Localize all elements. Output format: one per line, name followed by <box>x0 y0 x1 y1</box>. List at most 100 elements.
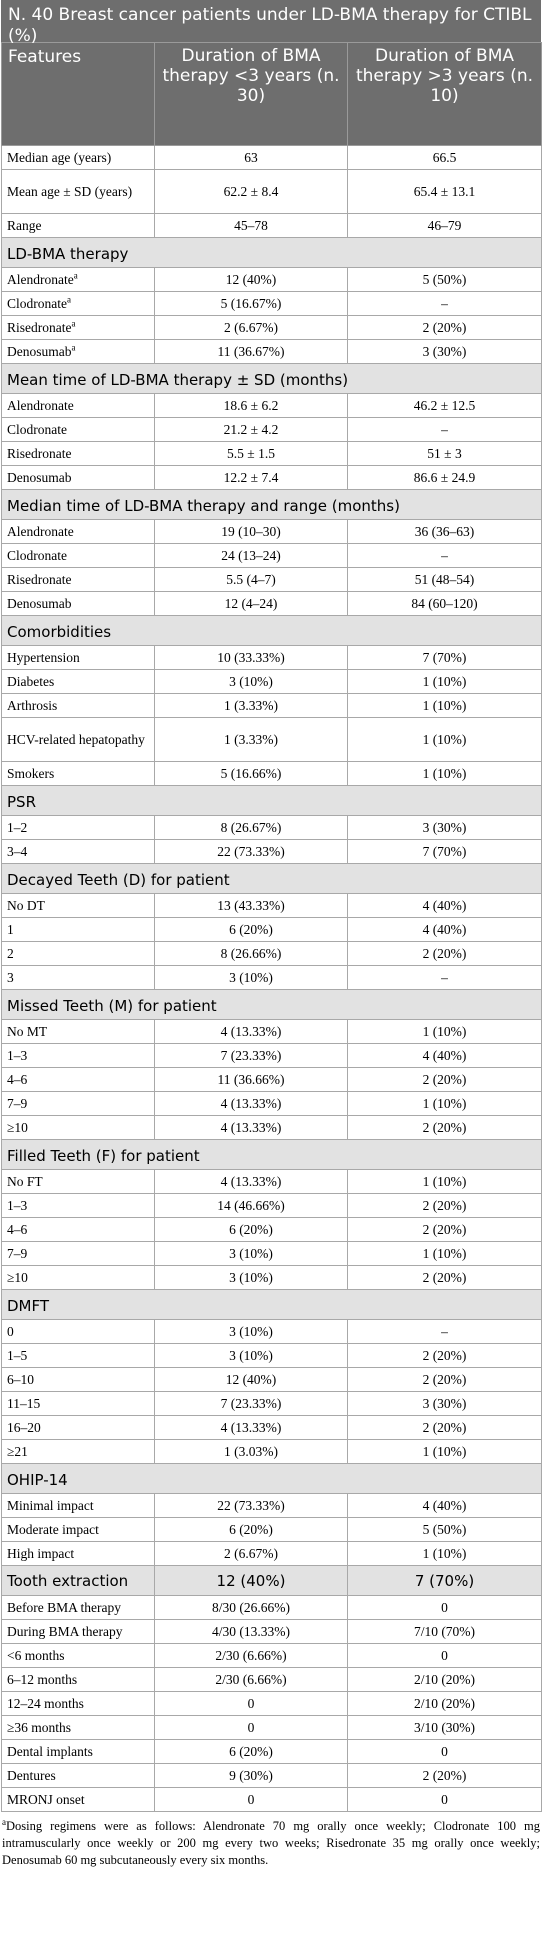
table-row: 11–15 7 (23.33%) 3 (30%) <box>1 1391 542 1416</box>
table-row: ≥10 4 (13.33%) 2 (20%) <box>1 1115 542 1140</box>
row-label-text: Clodronate <box>7 295 67 311</box>
section-header-row: Mean time of LD-BMA therapy ± SD (months… <box>1 363 542 394</box>
cell-over-3-years: 2 (20%) <box>347 1193 542 1218</box>
row-label-text: Range <box>7 217 42 233</box>
cell-over-3-years: – <box>347 1319 542 1344</box>
table-row: MRONJ onset 0 0 <box>1 1787 542 1812</box>
row-label-text: Median age (years) <box>7 149 112 165</box>
cell-under-3-years: 12 (40%) <box>154 1565 348 1596</box>
cell-over-3-years: 84 (60–120) <box>347 591 542 616</box>
row-label-text: Diabetes <box>7 673 55 689</box>
header-features: Features <box>1 42 155 146</box>
row-label-text: Clodronate <box>7 421 67 437</box>
row-label-text: 4–6 <box>7 1071 28 1087</box>
cell-over-3-years: 3/10 (30%) <box>347 1715 542 1740</box>
row-label: Clodronate <box>1 543 155 568</box>
table-row: 4–6 6 (20%) 2 (20%) <box>1 1217 542 1242</box>
cell-under-3-years: 4 (13.33%) <box>154 1019 348 1044</box>
cell-over-3-years: 0 <box>347 1595 542 1620</box>
footnote-marker: a <box>2 1816 6 1827</box>
row-label: Risedronatea <box>1 315 155 340</box>
cell-over-3-years: 0 <box>347 1739 542 1764</box>
cell-over-3-years: 3 (30%) <box>347 339 542 364</box>
cell-under-3-years: 12 (4–24) <box>154 591 348 616</box>
table-row: Denosumaba 11 (36.67%) 3 (30%) <box>1 339 542 364</box>
table-row: 16–20 4 (13.33%) 2 (20%) <box>1 1415 542 1440</box>
section-title: Comorbidities <box>1 615 542 646</box>
cell-over-3-years: 5 (50%) <box>347 267 542 292</box>
cell-over-3-years: 1 (10%) <box>347 717 542 762</box>
table-row: Alendronate 19 (10–30) 36 (36–63) <box>1 519 542 544</box>
cell-over-3-years: 4 (40%) <box>347 1043 542 1068</box>
row-label: 1 <box>1 917 155 942</box>
section-header-row: Decayed Teeth (D) for patient <box>1 863 542 894</box>
table-title: N. 40 Breast cancer patients under LD-BM… <box>1 0 541 46</box>
section-title: OHIP-14 <box>1 1463 542 1494</box>
cell-under-3-years: 2 (6.67%) <box>154 315 348 340</box>
table-row: ≥36 months 0 3/10 (30%) <box>1 1715 542 1740</box>
cell-under-3-years: 4 (13.33%) <box>154 1169 348 1194</box>
cell-over-3-years: 86.6 ± 24.9 <box>347 465 542 490</box>
cell-over-3-years: 2 (20%) <box>347 1265 542 1290</box>
row-label-text: 1–3 <box>7 1197 28 1213</box>
section-header-row: Comorbidities <box>1 615 542 646</box>
table-row: 7–9 3 (10%) 1 (10%) <box>1 1241 542 1266</box>
cell-over-3-years: 4 (40%) <box>347 917 542 942</box>
cell-under-3-years: 45–78 <box>154 213 348 238</box>
cell-under-3-years: 5.5 ± 1.5 <box>154 441 348 466</box>
row-label-text: Alendronate <box>7 397 74 413</box>
row-label-text: 7–9 <box>7 1095 28 1111</box>
cell-over-3-years: 7 (70%) <box>347 839 542 864</box>
row-label: Minimal impact <box>1 1493 155 1518</box>
cell-under-3-years: 1 (3.03%) <box>154 1439 348 1464</box>
footnote-text: Dosing regimens were as follows: Alendro… <box>2 1819 540 1867</box>
row-label-text: No MT <box>7 1023 48 1039</box>
row-label-text: ≥36 months <box>7 1719 72 1735</box>
section-title: Median time of LD-BMA therapy and range … <box>1 489 542 520</box>
row-label-text: ≥10 <box>7 1119 28 1135</box>
cell-over-3-years: 65.4 ± 13.1 <box>347 169 542 214</box>
cell-under-3-years: 19 (10–30) <box>154 519 348 544</box>
cell-over-3-years: 36 (36–63) <box>347 519 542 544</box>
row-label: Before BMA therapy <box>1 1595 155 1620</box>
cell-under-3-years: 3 (10%) <box>154 1265 348 1290</box>
cell-over-3-years: 2 (20%) <box>347 1415 542 1440</box>
row-label: High impact <box>1 1541 155 1566</box>
row-label: Tooth extraction <box>1 1565 155 1596</box>
row-label: Dental implants <box>1 1739 155 1764</box>
row-label: 6–10 <box>1 1367 155 1392</box>
table-row: Clodronate 24 (13–24) – <box>1 543 542 568</box>
row-label: ≥21 <box>1 1439 155 1464</box>
row-label-text: High impact <box>7 1545 75 1561</box>
cell-under-3-years: 8 (26.66%) <box>154 941 348 966</box>
cell-over-3-years: 1 (10%) <box>347 693 542 718</box>
cell-over-3-years: 5 (50%) <box>347 1517 542 1542</box>
cell-over-3-years: 1 (10%) <box>347 1019 542 1044</box>
table-row: Diabetes 3 (10%) 1 (10%) <box>1 669 542 694</box>
row-label: Risedronate <box>1 441 155 466</box>
cell-under-3-years: 12 (40%) <box>154 1367 348 1392</box>
cell-over-3-years: 51 ± 3 <box>347 441 542 466</box>
table-row: 0 3 (10%) – <box>1 1319 542 1344</box>
cell-over-3-years: 2 (20%) <box>347 1067 542 1092</box>
row-label-text: MRONJ onset <box>7 1791 85 1807</box>
cell-over-3-years: 2 (20%) <box>347 1367 542 1392</box>
row-label-text: No DT <box>7 897 45 913</box>
row-label-text: Risedronate <box>7 445 72 461</box>
row-label: Hypertension <box>1 645 155 670</box>
row-label-text: 6–10 <box>7 1371 34 1387</box>
cell-over-3-years: 2 (20%) <box>347 315 542 340</box>
cell-under-3-years: 21.2 ± 4.2 <box>154 417 348 442</box>
table-row: Denosumab 12 (4–24) 84 (60–120) <box>1 591 542 616</box>
row-label-text: HCV-related hepatopathy <box>7 731 145 747</box>
cell-under-3-years: 2 (6.67%) <box>154 1541 348 1566</box>
section-title: Mean time of LD-BMA therapy ± SD (months… <box>1 363 542 394</box>
row-label-text: Arthrosis <box>7 697 58 713</box>
cell-over-3-years: 46–79 <box>347 213 542 238</box>
row-label: Mean age ± SD (years) <box>1 169 155 214</box>
cell-under-3-years: 11 (36.67%) <box>154 339 348 364</box>
cell-over-3-years: 1 (10%) <box>347 1169 542 1194</box>
summary-row: Tooth extraction 12 (40%) 7 (70%) <box>1 1565 542 1596</box>
table-row: No FT 4 (13.33%) 1 (10%) <box>1 1169 542 1194</box>
table-row: ≥10 3 (10%) 2 (20%) <box>1 1265 542 1290</box>
